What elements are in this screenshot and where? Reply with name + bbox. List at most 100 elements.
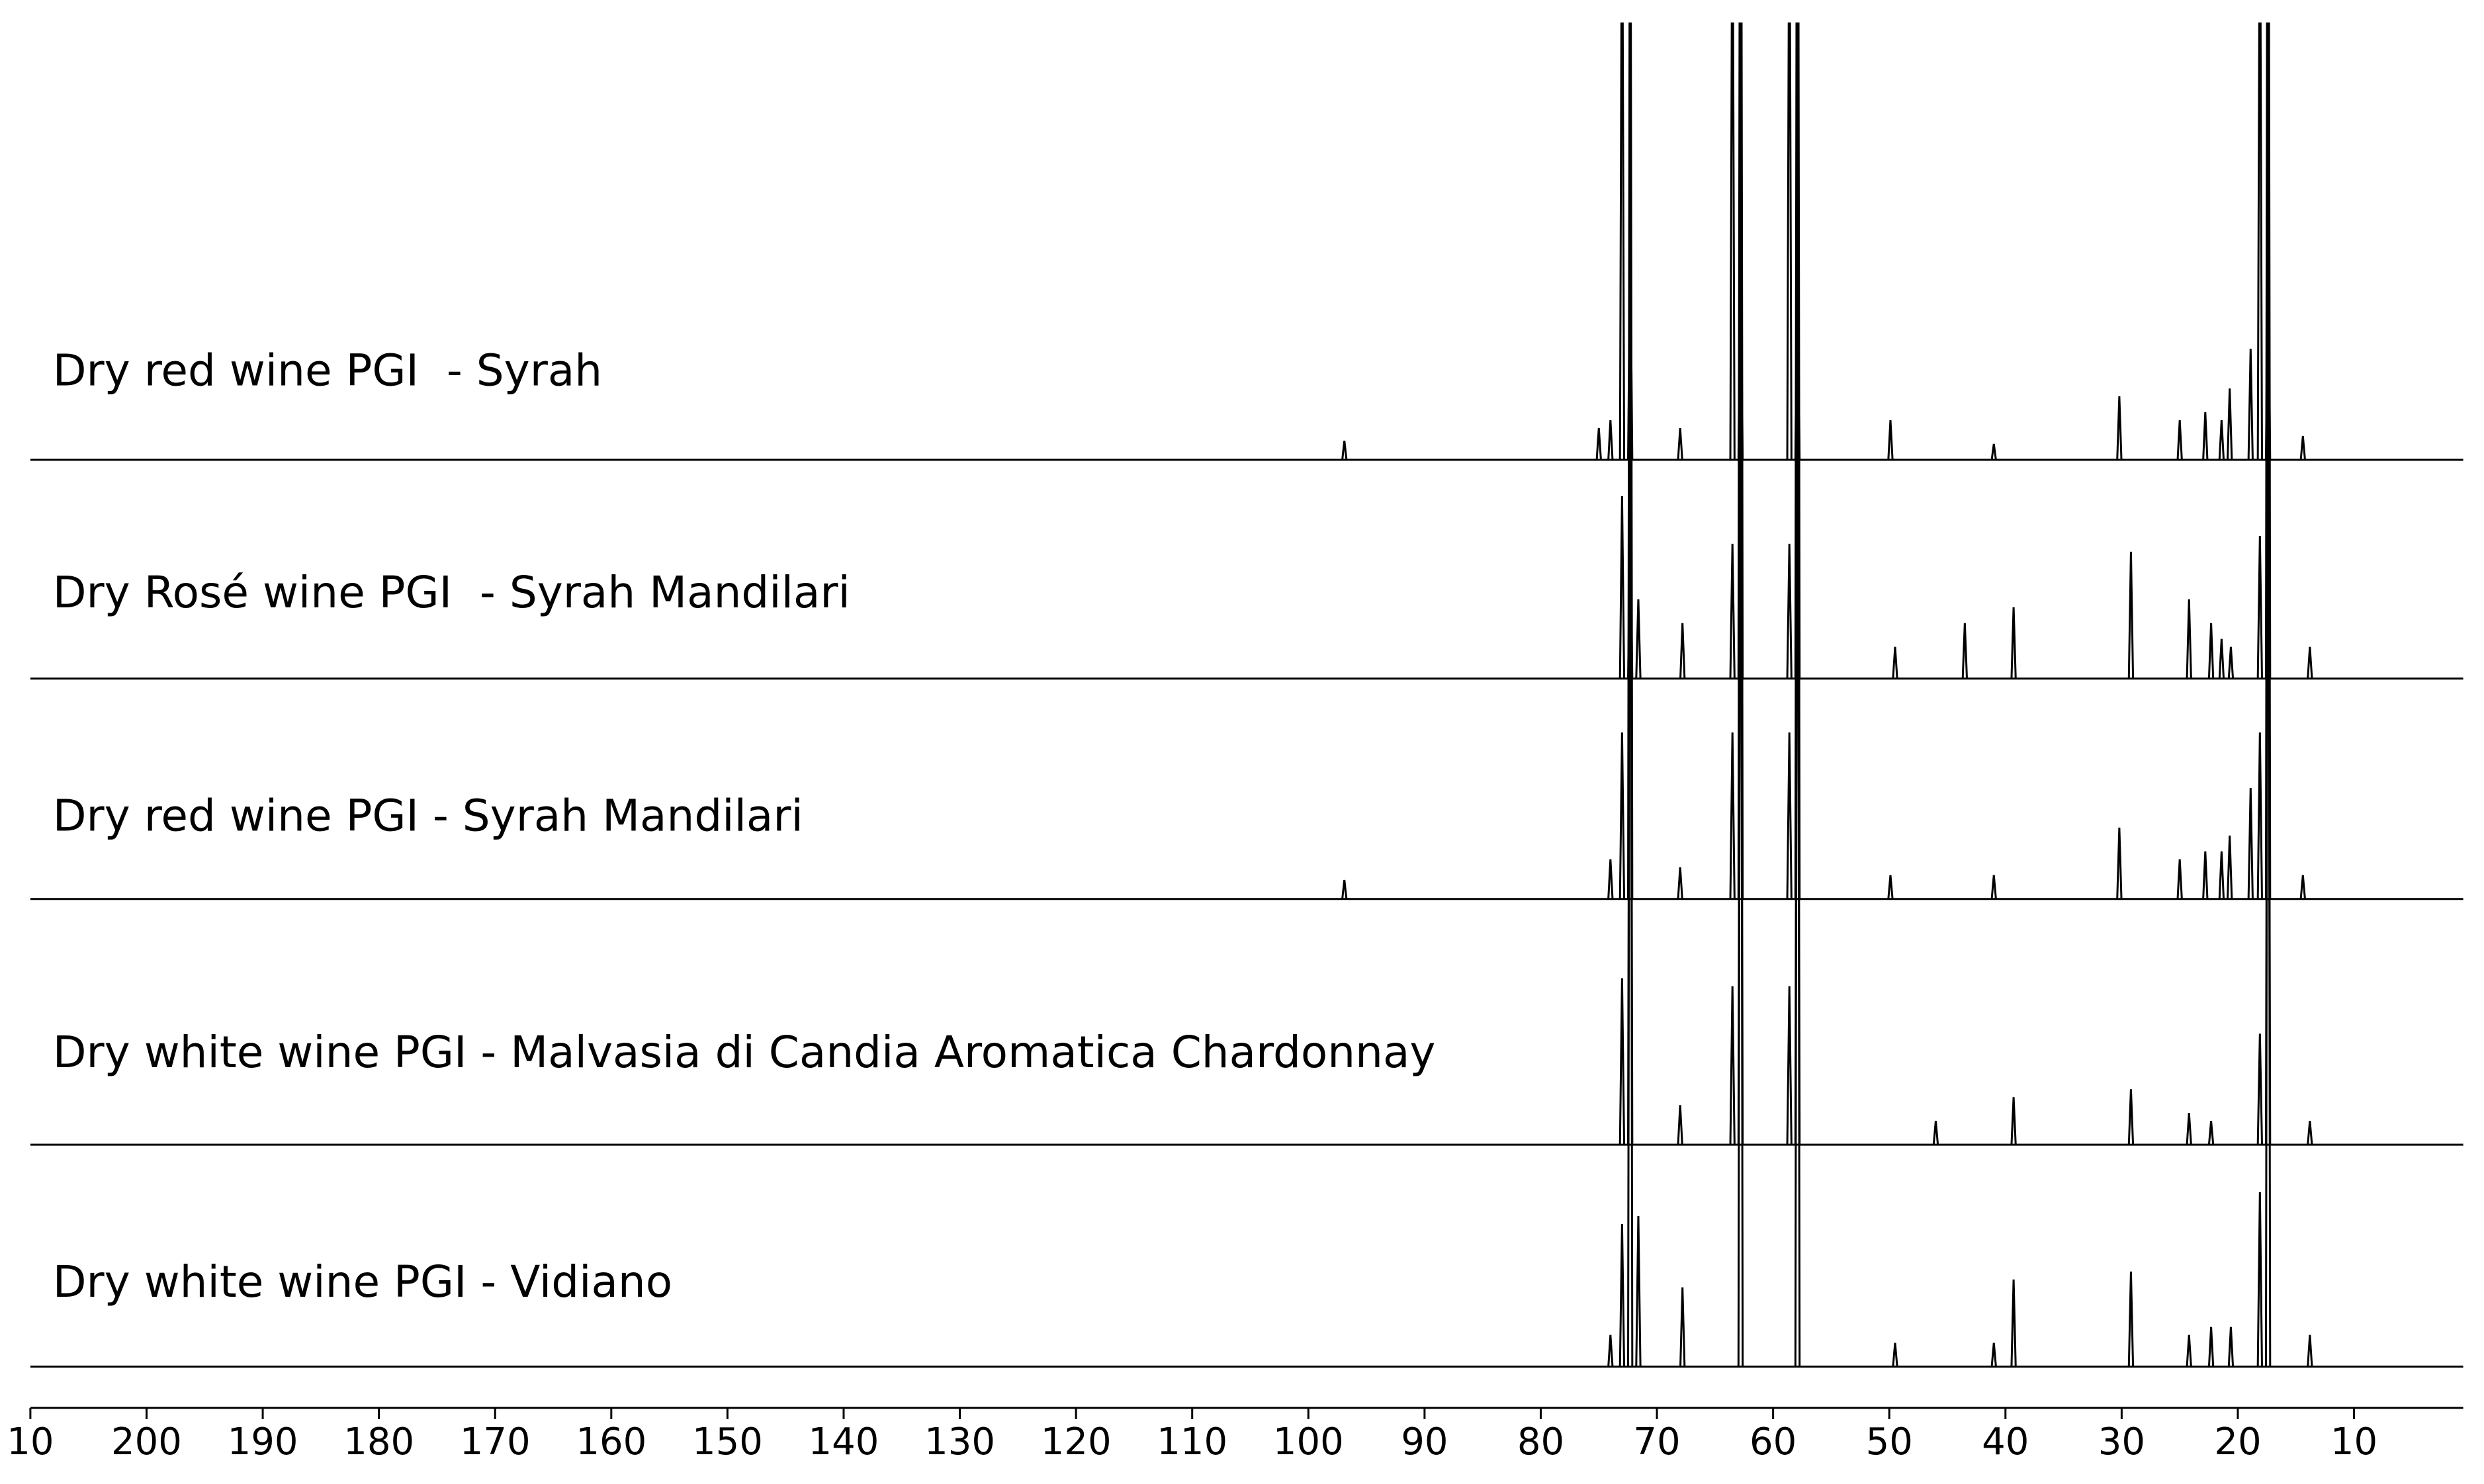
peak: [2127, 1271, 2135, 1367]
peak: [1887, 875, 1894, 899]
x-tick-label: 170: [460, 1420, 531, 1463]
x-tick-label: 110: [1157, 1420, 1227, 1463]
x-tick-label: 160: [576, 1420, 646, 1463]
peak: [2256, 732, 2263, 899]
x-tick-label: 20: [2214, 1420, 2261, 1463]
peak: [1729, 543, 1736, 679]
peak: [1729, 986, 1736, 1145]
peak: [1619, 1223, 1626, 1367]
peak: [1607, 859, 1614, 899]
peak: [1607, 1334, 1614, 1367]
peak: [2127, 1089, 2135, 1145]
peak: [2299, 875, 2306, 899]
peak: [1635, 1215, 1642, 1367]
x-tick-label: 10: [2330, 1420, 2377, 1463]
peak: [1786, 22, 1793, 460]
x-tick-label: 60: [1750, 1420, 1796, 1463]
peak: [2307, 1334, 2313, 1367]
peak: [2227, 835, 2233, 899]
peak: [1729, 22, 1736, 460]
peak: [2207, 1121, 2215, 1145]
peak: [2186, 1334, 2192, 1367]
peak: [1786, 543, 1793, 679]
peak: [2186, 1113, 2192, 1145]
series-label: Dry red wine PGI - Syrah: [53, 345, 602, 396]
peak: [1627, 98, 1634, 1367]
peak: [2227, 646, 2235, 679]
peak: [2207, 1327, 2215, 1367]
series-label: Dry white wine PGI - Malvasia di Candia …: [53, 1027, 1436, 1078]
peak: [2247, 787, 2254, 899]
peak: [1786, 732, 1793, 899]
peak: [2207, 623, 2215, 679]
peak: [2116, 827, 2123, 899]
peak: [1677, 867, 1683, 899]
x-tick-label: 150: [692, 1420, 763, 1463]
peak: [1892, 1342, 1898, 1367]
x-tick-label: 90: [1401, 1420, 1448, 1463]
peak: [1619, 22, 1626, 460]
peak: [2127, 551, 2135, 679]
peak: [2202, 412, 2209, 460]
peak: [1990, 875, 1997, 899]
x-tick-label: 30: [2098, 1420, 2145, 1463]
peak: [2010, 1097, 2017, 1145]
peak: [1961, 623, 1969, 679]
peak: [1786, 986, 1793, 1145]
peak: [2186, 599, 2192, 679]
x-tick-label: 140: [809, 1420, 879, 1463]
peak: [2010, 1279, 2017, 1367]
x-tick-label: 100: [1273, 1420, 1344, 1463]
peak: [1737, 98, 1744, 1367]
peak: [2227, 1327, 2235, 1367]
series-label: Dry Rosé wine PGI - Syrah Mandilari: [53, 567, 850, 618]
traces: [30, 22, 2463, 1368]
x-tick-label: 80: [1517, 1420, 1564, 1463]
peak: [2176, 419, 2183, 460]
peak: [2202, 851, 2209, 899]
peak: [2256, 1033, 2263, 1145]
peak: [2264, 98, 2272, 1367]
peak: [2218, 638, 2225, 679]
peak: [2299, 435, 2306, 460]
peak: [2010, 607, 2017, 679]
peak: [2116, 396, 2123, 460]
peak: [1341, 441, 1348, 460]
x-tick-label: 120: [1041, 1420, 1112, 1463]
peak: [1635, 599, 1642, 679]
peak: [2218, 851, 2225, 899]
peak: [1619, 732, 1626, 899]
peak: [1990, 1342, 1997, 1367]
peak: [1990, 443, 1997, 460]
x-tick-label: 70: [1633, 1420, 1680, 1463]
peak: [1677, 1105, 1683, 1145]
x-tick-label: 130: [924, 1420, 995, 1463]
peak: [1729, 732, 1736, 899]
x-tick-label: 190: [228, 1420, 298, 1463]
peak: [1619, 978, 1626, 1145]
peak: [1341, 879, 1348, 899]
peak: [1892, 646, 1898, 679]
peak: [2227, 388, 2233, 460]
peak: [2218, 419, 2225, 460]
peak: [1607, 419, 1614, 460]
x-tick-label: 10: [7, 1420, 54, 1463]
peak: [2256, 1192, 2263, 1367]
peak: [2176, 859, 2183, 899]
peak: [1887, 419, 1894, 460]
peak: [1619, 496, 1626, 679]
peak: [2256, 535, 2263, 679]
peak: [1595, 427, 1602, 460]
x-tick-label: 40: [1982, 1420, 2029, 1463]
peak: [1932, 1121, 1939, 1145]
series-label: Dry red wine PGI - Syrah Mandilari: [53, 791, 803, 842]
peak: [2247, 349, 2254, 460]
peak: [1794, 98, 1801, 1367]
peak: [2307, 646, 2313, 679]
peak: [1677, 427, 1683, 460]
peak: [2307, 1121, 2313, 1145]
x-tick-label: 50: [1866, 1420, 1913, 1463]
x-tick-label: 180: [343, 1420, 414, 1463]
